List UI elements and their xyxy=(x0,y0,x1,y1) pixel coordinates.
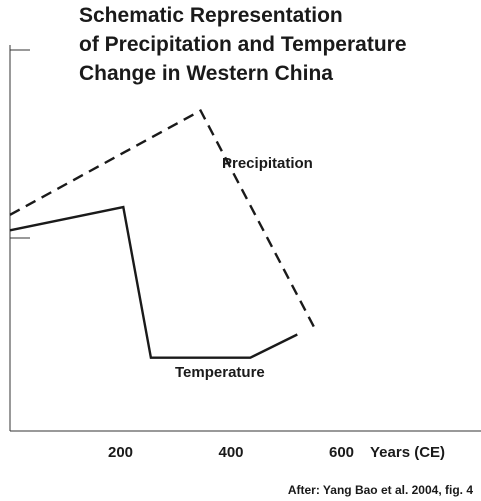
chart-title-line-2: of Precipitation and Temperature xyxy=(79,33,407,56)
x-tick-label-200: 200 xyxy=(108,444,133,461)
series-label-precipitation: Precipitation xyxy=(222,155,313,172)
chart-title: Schematic Representation of Precipitatio… xyxy=(79,4,407,85)
x-tick-label-400: 400 xyxy=(218,444,243,461)
axes xyxy=(9,45,481,432)
series-label-temperature: Temperature xyxy=(175,364,265,381)
x-tick-label-600: 600 xyxy=(329,444,354,461)
x-tick-labels: 200 400 600 xyxy=(108,444,354,461)
series-layer xyxy=(9,108,315,359)
series-line-precipitation xyxy=(9,108,315,328)
series-line-temperature xyxy=(9,205,298,359)
x-axis-label: Years (CE) xyxy=(370,444,445,461)
chart-title-line-1: Schematic Representation xyxy=(79,4,343,27)
source-citation: After: Yang Bao et al. 2004, fig. 4 xyxy=(288,483,474,497)
chart-title-line-3: Change in Western China xyxy=(79,62,333,85)
